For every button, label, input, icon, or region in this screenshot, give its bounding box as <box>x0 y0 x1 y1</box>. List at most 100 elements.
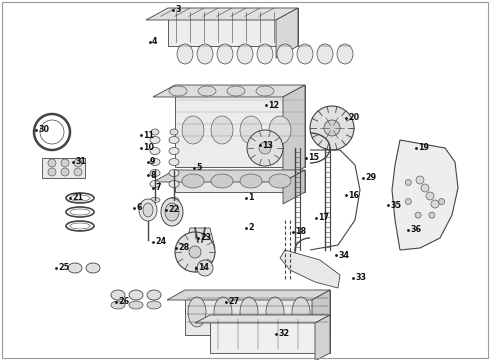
Text: 32: 32 <box>278 329 289 338</box>
Text: 6: 6 <box>136 203 142 212</box>
Circle shape <box>189 246 201 258</box>
Polygon shape <box>153 85 305 97</box>
Text: 27: 27 <box>228 297 239 306</box>
Ellipse shape <box>277 44 293 64</box>
Ellipse shape <box>198 86 216 96</box>
Text: 21: 21 <box>72 194 83 202</box>
Circle shape <box>61 168 69 176</box>
Polygon shape <box>276 8 298 58</box>
Text: 33: 33 <box>355 274 366 283</box>
Polygon shape <box>283 85 305 179</box>
Ellipse shape <box>197 44 213 64</box>
Ellipse shape <box>129 290 143 300</box>
Text: 8: 8 <box>150 171 156 180</box>
Polygon shape <box>283 170 305 204</box>
Ellipse shape <box>217 44 233 64</box>
Circle shape <box>421 184 429 192</box>
Polygon shape <box>280 250 340 288</box>
Ellipse shape <box>68 263 82 273</box>
Text: 7: 7 <box>155 184 161 193</box>
Polygon shape <box>153 170 305 182</box>
Ellipse shape <box>150 158 160 166</box>
Polygon shape <box>146 8 298 20</box>
Polygon shape <box>392 140 458 250</box>
Text: 11: 11 <box>143 130 154 139</box>
Ellipse shape <box>161 198 183 226</box>
Polygon shape <box>175 170 305 192</box>
Ellipse shape <box>337 44 353 64</box>
Circle shape <box>426 192 434 200</box>
Ellipse shape <box>150 198 160 202</box>
Ellipse shape <box>70 195 90 201</box>
Ellipse shape <box>169 136 179 144</box>
Ellipse shape <box>169 86 187 96</box>
Polygon shape <box>315 315 330 360</box>
Ellipse shape <box>151 129 159 135</box>
Ellipse shape <box>129 301 143 309</box>
Polygon shape <box>175 85 305 167</box>
Circle shape <box>247 130 283 166</box>
Text: 30: 30 <box>38 126 49 135</box>
Ellipse shape <box>165 203 179 221</box>
Ellipse shape <box>147 290 161 300</box>
Ellipse shape <box>139 199 157 221</box>
Text: 31: 31 <box>75 158 86 166</box>
Circle shape <box>415 212 421 218</box>
Ellipse shape <box>143 203 153 217</box>
Text: 36: 36 <box>410 225 421 234</box>
Circle shape <box>429 212 435 218</box>
Ellipse shape <box>169 198 179 202</box>
Ellipse shape <box>269 116 291 144</box>
Ellipse shape <box>147 301 161 309</box>
Circle shape <box>259 142 271 154</box>
Ellipse shape <box>240 174 262 188</box>
Ellipse shape <box>211 116 233 144</box>
Text: 1: 1 <box>248 194 253 202</box>
Text: 10: 10 <box>143 144 154 153</box>
Text: 18: 18 <box>295 228 306 237</box>
Ellipse shape <box>240 297 258 327</box>
Polygon shape <box>42 158 85 178</box>
Circle shape <box>74 168 82 176</box>
Text: 16: 16 <box>348 190 359 199</box>
Polygon shape <box>168 8 298 46</box>
Circle shape <box>431 200 439 208</box>
Ellipse shape <box>211 174 233 188</box>
Ellipse shape <box>256 86 274 96</box>
Polygon shape <box>185 228 215 248</box>
Text: 15: 15 <box>308 153 319 162</box>
Polygon shape <box>185 290 330 335</box>
Ellipse shape <box>189 243 211 253</box>
Ellipse shape <box>182 174 204 188</box>
Circle shape <box>40 120 64 144</box>
Circle shape <box>310 106 354 150</box>
Ellipse shape <box>169 158 179 166</box>
Text: 34: 34 <box>338 251 349 260</box>
Text: 14: 14 <box>198 264 209 273</box>
Ellipse shape <box>214 297 232 327</box>
Circle shape <box>405 199 412 204</box>
Text: 12: 12 <box>268 100 279 109</box>
Ellipse shape <box>317 44 333 64</box>
Ellipse shape <box>227 86 245 96</box>
Text: 9: 9 <box>150 158 155 166</box>
Text: 28: 28 <box>178 243 189 252</box>
Text: 3: 3 <box>175 5 180 14</box>
Text: 24: 24 <box>155 238 166 247</box>
Ellipse shape <box>188 297 206 327</box>
Ellipse shape <box>240 116 262 144</box>
Ellipse shape <box>150 148 160 154</box>
Ellipse shape <box>182 116 204 144</box>
Ellipse shape <box>86 263 100 273</box>
Circle shape <box>439 199 444 204</box>
Polygon shape <box>167 290 330 300</box>
Text: 26: 26 <box>118 297 129 306</box>
Circle shape <box>416 176 424 184</box>
Circle shape <box>175 232 215 272</box>
Ellipse shape <box>169 148 179 154</box>
Polygon shape <box>195 315 330 323</box>
Ellipse shape <box>150 180 160 188</box>
Ellipse shape <box>111 301 125 309</box>
Circle shape <box>405 179 412 185</box>
Circle shape <box>324 120 340 136</box>
